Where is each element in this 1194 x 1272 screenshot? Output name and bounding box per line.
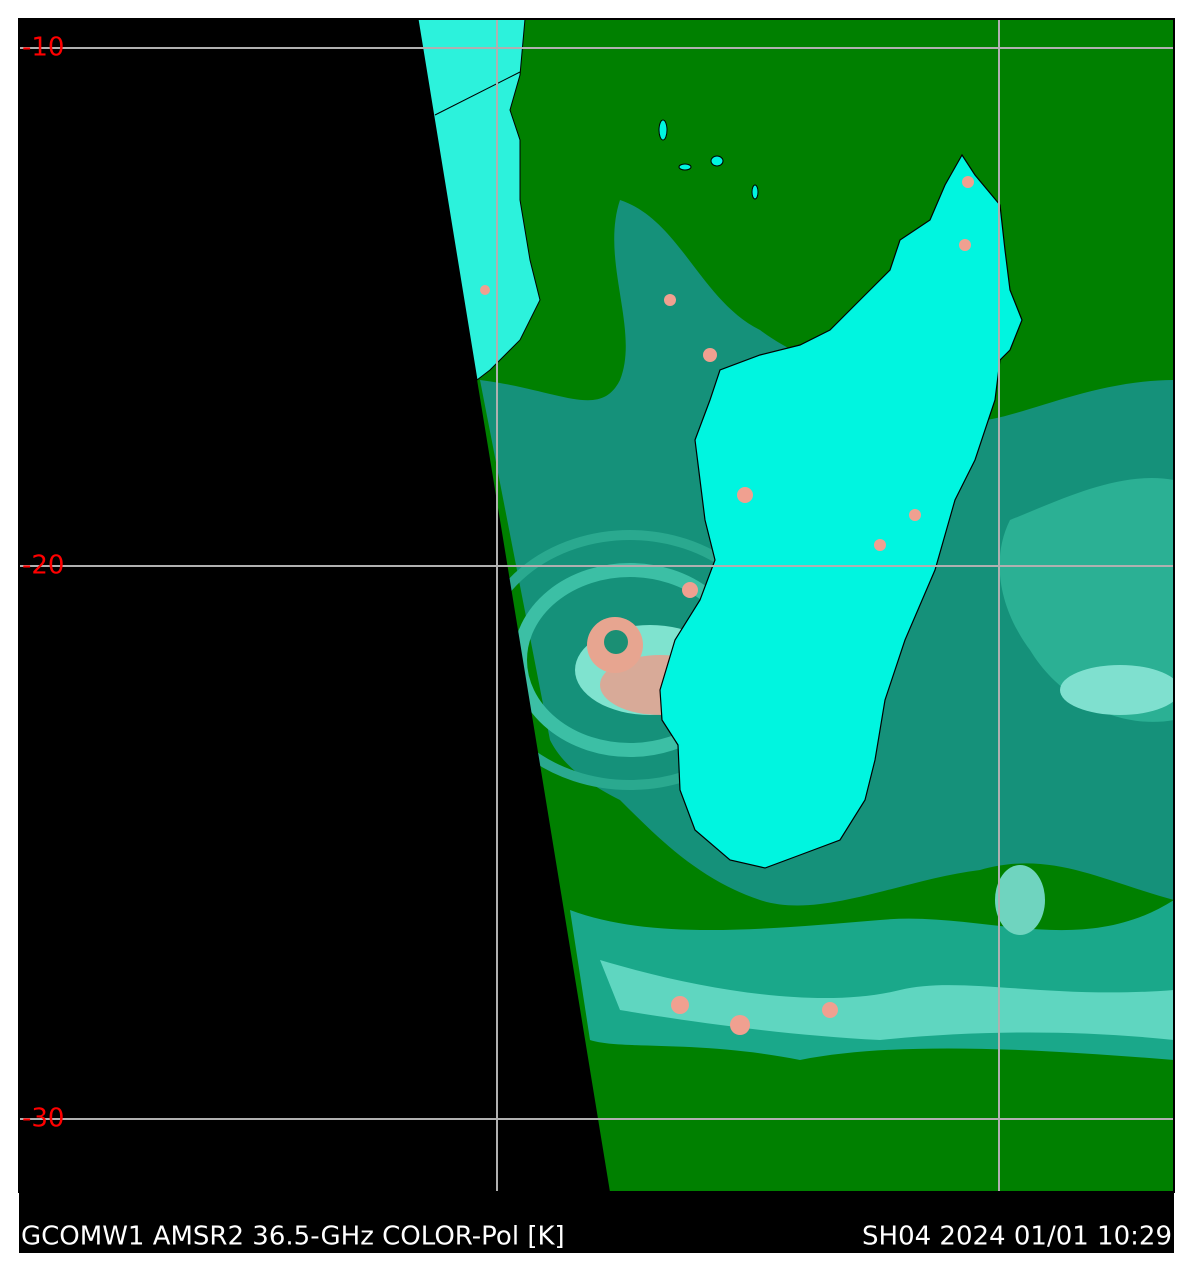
latitude-label: -20: [22, 551, 64, 581]
caption-bar: [19, 1192, 1174, 1253]
cloud-cell: [1060, 665, 1174, 715]
comoros-islands: [658, 119, 759, 200]
satellite-image: [19, 19, 1174, 1192]
no-data-swath: [19, 19, 610, 1192]
precip-spots: [480, 176, 974, 1035]
caption-left: GCOMW1 AMSR2 36.5-GHz COLOR-Pol [K]: [21, 1222, 565, 1252]
cloud-cell: [995, 865, 1045, 935]
latitude-label: -10: [22, 33, 64, 63]
cloud-area: [999, 478, 1174, 722]
africa-land: [417, 19, 541, 381]
madagascar-land: [659, 153, 1023, 869]
graticule: [19, 19, 1174, 1192]
border: [434, 71, 521, 116]
caption-right: SH04 2024 01/01 10:29: [862, 1222, 1172, 1252]
latitude-label: -30: [22, 1104, 64, 1134]
